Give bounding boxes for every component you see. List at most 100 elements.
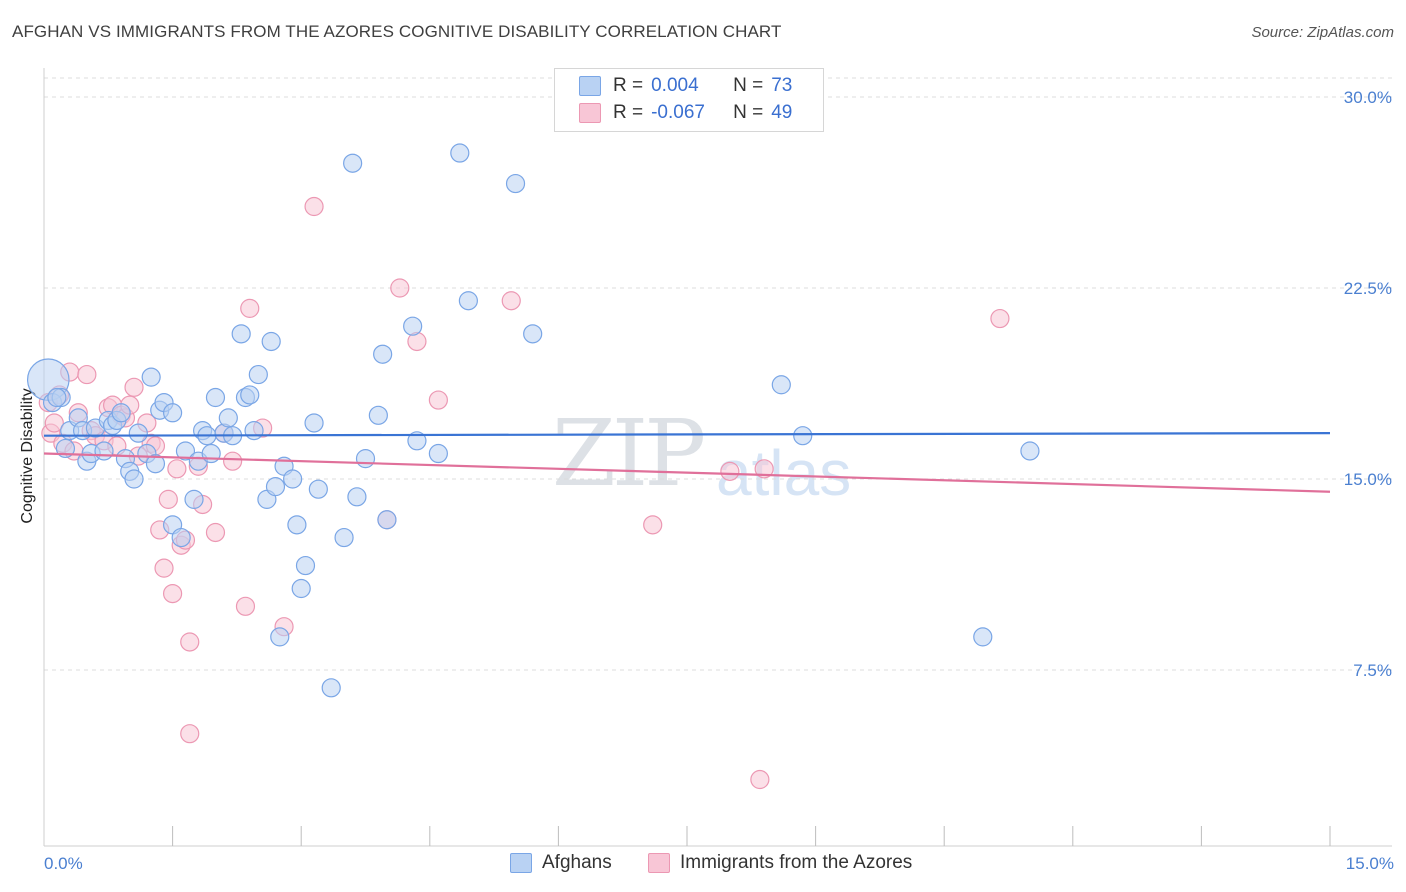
afghans-point-36 [218, 408, 238, 428]
afghans-point-72 [973, 627, 993, 647]
watermark-zip: ZIP [552, 400, 706, 507]
afghans-point-67 [505, 173, 526, 194]
n-value: 49 [771, 102, 793, 123]
azores-point-48 [720, 461, 740, 481]
n-value: 73 [771, 75, 793, 96]
afghans-point-34 [205, 387, 226, 408]
afghans-point-25 [163, 403, 183, 423]
azores-swatch [579, 103, 601, 123]
n-label: N = [733, 75, 764, 96]
afghans-point-46 [270, 627, 290, 647]
data-points [26, 143, 1040, 790]
afghans-point-27 [171, 527, 191, 548]
r-value: -0.067 [651, 102, 705, 123]
afghans-point-51 [295, 555, 316, 576]
y-tick-label-2: 22.5% [1344, 279, 1392, 298]
afghans-point-48 [283, 469, 303, 489]
afghans-point-22 [145, 454, 166, 474]
afghans-point-28 [175, 441, 196, 461]
axes [43, 68, 1392, 847]
trend-lines [43, 432, 1331, 493]
azores-trend-line [43, 452, 1331, 493]
azores-point-27 [167, 459, 187, 479]
afghans-point-61 [377, 510, 397, 530]
afghans-point-44 [261, 331, 281, 352]
afghans-swatch [579, 76, 601, 96]
stats-legend: R = 0.004 N = 73 R = -0.067 N = 49 [554, 68, 824, 132]
series-legend: Afghans Immigrants from the Azores [0, 852, 1406, 878]
afghans-point-50 [291, 578, 311, 599]
afghans-point-56 [343, 153, 363, 173]
afghans-trend-line [43, 432, 1331, 437]
afghans-point-66 [458, 291, 478, 311]
azores-point-49 [750, 769, 770, 790]
x-tick-label-0: 0.0% [44, 854, 83, 873]
afghans-point-40 [240, 385, 260, 405]
azores-point-2 [44, 413, 64, 433]
azores-point-41 [304, 196, 324, 217]
afghans-point-49 [287, 515, 307, 535]
afghans-point-3 [47, 387, 67, 408]
afghans-point-65 [450, 143, 470, 163]
afghans-point-42 [248, 364, 268, 385]
azores-point-47 [643, 515, 663, 535]
x-tick-label-1: 15.0% [1346, 854, 1394, 873]
azores-point-18 [124, 377, 144, 397]
y-tick-label-3: 30.0% [1344, 88, 1392, 107]
afghans-point-62 [403, 316, 423, 336]
azores-point-34 [205, 522, 226, 543]
afghans-point-58 [355, 449, 376, 469]
afghans-point-19 [128, 423, 148, 443]
afghans-point-33 [201, 443, 221, 464]
azores-point-38 [240, 298, 260, 318]
afghans-point-68 [523, 324, 543, 344]
afghans-point-60 [373, 344, 393, 364]
legend-row-azores: R = -0.067 N = 49 [579, 100, 792, 126]
y-tick-label-0: 7.5% [1353, 661, 1392, 680]
azores-point-24 [154, 558, 174, 578]
legend-row-afghans: R = 0.004 N = 73 [579, 73, 792, 99]
afghans-point-41 [244, 421, 264, 441]
source-credit: Source: ZipAtlas.com [1251, 24, 1394, 41]
afghans-point-59 [368, 405, 388, 425]
afghans-point-15 [111, 403, 131, 423]
azores-point-26 [163, 583, 183, 604]
azores-point-45 [428, 390, 448, 410]
afghans-point-69 [771, 375, 791, 395]
afghans-point-52 [304, 413, 324, 433]
azores-legend-label: Immigrants from the Azores [680, 852, 913, 873]
tick-labels: 7.5% 15.0% 22.5% 30.0% 0.0% 15.0% [44, 88, 1394, 873]
r-value: 0.004 [651, 75, 699, 96]
afghans-legend-label: Afghans [542, 852, 612, 873]
chart-title: AFGHAN VS IMMIGRANTS FROM THE AZORES COG… [12, 22, 782, 41]
azores-point-25 [158, 489, 178, 509]
azores-point-50 [754, 459, 774, 479]
afghans-point-29 [184, 489, 204, 509]
afghans-point-38 [231, 324, 251, 344]
afghans-point-71 [1020, 441, 1040, 461]
afghans-point-55 [334, 527, 354, 548]
gridlines [44, 77, 1392, 671]
azores-point-30 [180, 632, 200, 652]
afghans-point-11 [94, 441, 114, 461]
afghans-point-57 [347, 487, 367, 507]
afghans-point-63 [407, 431, 427, 451]
afghans-point-45 [265, 477, 286, 497]
afghans-point-54 [321, 678, 341, 698]
r-label: R = [613, 102, 644, 123]
azores-point-46 [501, 291, 521, 311]
afghans-point-64 [428, 443, 448, 464]
azores-point-8 [77, 364, 97, 385]
azores-point-43 [390, 278, 410, 298]
legend-item-afghans[interactable]: Afghans [510, 852, 612, 874]
legend-item-azores[interactable]: Immigrants from the Azores [648, 852, 912, 874]
afghans-point-21 [141, 367, 161, 387]
afghans-point-70 [793, 426, 813, 446]
afghans-legend-swatch [510, 853, 532, 873]
n-label: N = [733, 102, 764, 123]
azores-legend-swatch [648, 853, 670, 873]
afghans-point-18 [124, 469, 144, 489]
azores-point-36 [223, 451, 243, 471]
azores-point-31 [180, 724, 200, 744]
